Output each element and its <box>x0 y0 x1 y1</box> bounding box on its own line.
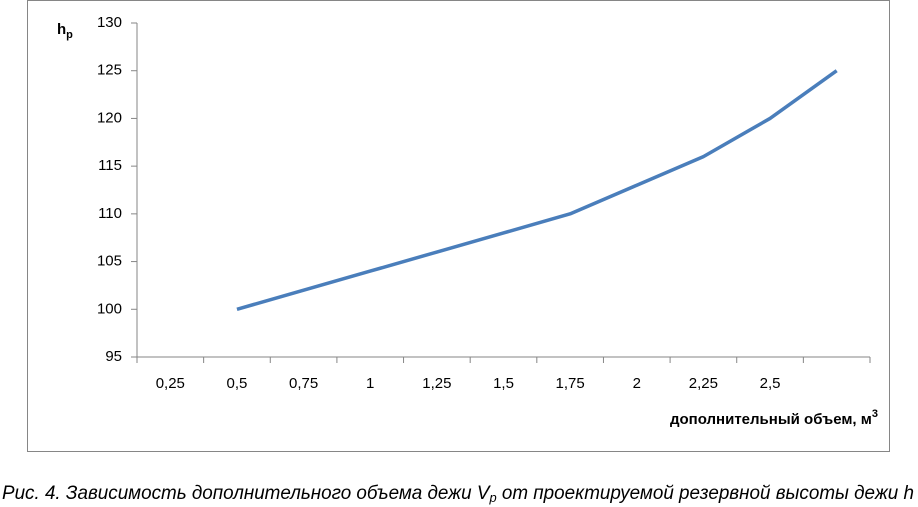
x-tick-label: 1,25 <box>422 375 451 392</box>
y-label-main: h <box>57 21 66 38</box>
x-tick-label: 0,5 <box>227 375 248 392</box>
y-label-sub: p <box>66 29 73 41</box>
x-axis-label: дополнительный объем, м3 <box>670 408 878 428</box>
y-tick-label: 125 <box>97 62 122 79</box>
x-tick-label: 0,75 <box>289 375 318 392</box>
y-tick-label: 130 <box>97 14 122 31</box>
chart-frame <box>27 0 890 452</box>
y-tick-label: 95 <box>105 348 122 365</box>
caption-part: Рис. 4. Зависимость дополнительного объе… <box>2 483 492 504</box>
y-tick-label: 100 <box>97 300 122 317</box>
caption-part: от проектируемой резервной высоты дежи h <box>497 483 914 504</box>
y-tick-label: 115 <box>98 157 122 174</box>
x-tick-label: 2,5 <box>760 375 781 392</box>
caption-sub: p <box>488 490 496 505</box>
y-axis-label: hp <box>57 21 73 41</box>
x-label-sup: 3 <box>872 408 878 420</box>
x-tick-label: 2 <box>633 375 641 392</box>
x-tick-label: 1,75 <box>556 375 585 392</box>
x-label-main: дополнительный объем, м <box>670 411 872 428</box>
x-tick-label: 1 <box>366 375 374 392</box>
y-tick-label: 110 <box>98 205 122 222</box>
y-tick-label: 105 <box>97 253 122 270</box>
x-tick-label: 1,5 <box>493 375 514 392</box>
x-tick-label: 0,25 <box>156 375 185 392</box>
y-tick-label: 120 <box>97 109 122 126</box>
x-tick-label: 2,25 <box>689 375 718 392</box>
data-line <box>236 69 838 311</box>
caption: Рис. 4. Зависимость дополнительного объе… <box>2 483 914 505</box>
